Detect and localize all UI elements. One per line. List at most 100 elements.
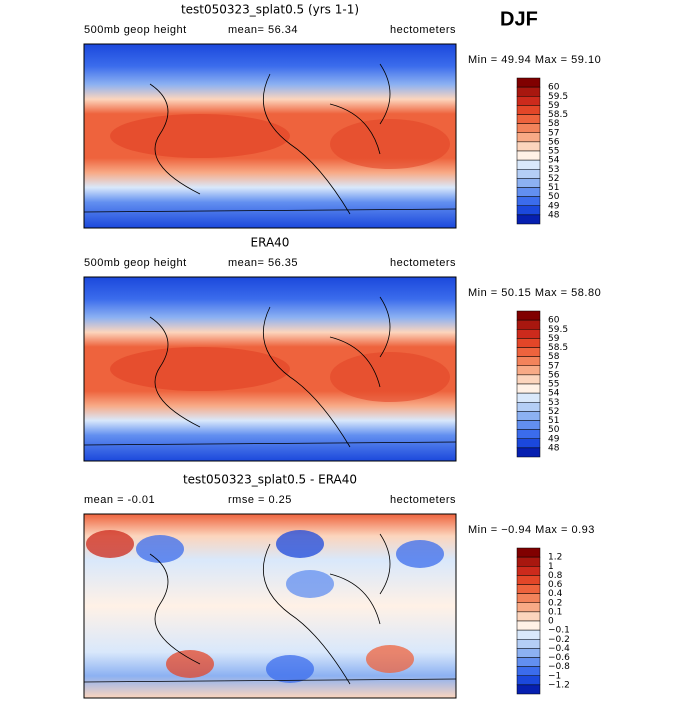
colorbar-label: −0.4 xyxy=(548,644,570,654)
colorbar-box xyxy=(516,566,541,576)
colorbar-box xyxy=(516,159,541,170)
colorbar-box xyxy=(516,114,541,124)
colorbar-label: 58.5 xyxy=(548,343,568,353)
colorbar-label: 0.2 xyxy=(548,598,562,608)
panel-header-right: hectometers xyxy=(390,24,456,36)
colorbar-box xyxy=(516,365,541,376)
colorbar-box xyxy=(516,447,541,458)
panel-header-center: rmse = 0.25 xyxy=(228,494,292,506)
coastline xyxy=(149,296,391,448)
colorbar-box xyxy=(516,310,541,321)
colorbar-box xyxy=(516,169,541,179)
panel-title: ERA40 xyxy=(251,236,290,250)
colorbar-box xyxy=(516,657,541,667)
colorbar-box xyxy=(516,556,541,567)
panel-header-center: mean= 56.35 xyxy=(228,257,298,269)
colorbar-box xyxy=(516,584,541,594)
colorbar-label: 56 xyxy=(548,370,560,380)
colorbar-label: 58 xyxy=(548,119,560,129)
colorbar-label: 49 xyxy=(548,201,560,211)
colorbar-box xyxy=(516,620,541,631)
panel-header-right: hectometers xyxy=(390,494,456,506)
colorbar-box xyxy=(516,666,541,676)
panel-header-left: 500mb geop height xyxy=(84,24,187,36)
colorbar-box xyxy=(516,429,541,439)
colorbar-box xyxy=(516,438,541,449)
colorbar-label: 60 xyxy=(548,316,560,326)
colorbar-label: −0.2 xyxy=(548,635,570,645)
colorbar-label: 48 xyxy=(548,210,560,220)
map-frame xyxy=(83,276,457,462)
colorbar-label: 1.2 xyxy=(548,553,562,563)
colorbar-label: 59 xyxy=(548,101,560,111)
colorbar-box xyxy=(516,214,541,225)
panel-title: test050323_splat0.5 - ERA40 xyxy=(183,473,357,487)
colorbar-box xyxy=(516,150,541,161)
colorbar-label: 51 xyxy=(548,416,559,426)
colorbar-box xyxy=(516,684,541,695)
colorbar-label: −0.6 xyxy=(548,653,570,663)
map-blob xyxy=(396,540,444,568)
map-blob xyxy=(136,535,184,563)
colorbar-label: 60 xyxy=(548,83,560,93)
colorbar-box xyxy=(516,187,541,197)
colorbar-label: −1.2 xyxy=(548,680,570,690)
colorbar-label: 53 xyxy=(548,398,559,408)
map-blob xyxy=(110,114,290,158)
coastline xyxy=(149,63,391,215)
colorbar-label: 1 xyxy=(548,562,554,572)
colorbar-label: 59.5 xyxy=(548,325,568,335)
colorbar-label: 50 xyxy=(548,192,560,202)
colorbar-box xyxy=(516,402,541,412)
colorbar-box xyxy=(516,319,541,330)
panel-header-right: hectometers xyxy=(390,257,456,269)
colorbar-box xyxy=(516,77,541,88)
colorbar-box xyxy=(516,611,541,622)
colorbar-label: −0.8 xyxy=(548,662,570,672)
colorbar-box xyxy=(516,602,541,613)
colorbar-label: 51 xyxy=(548,183,559,193)
colorbar-label: 0.4 xyxy=(548,589,563,599)
map-blob xyxy=(330,119,450,169)
colorbar-box xyxy=(516,675,541,686)
colorbar-label: 0 xyxy=(548,617,554,627)
map-blob xyxy=(110,347,290,391)
colorbar-label: 57 xyxy=(548,128,559,138)
colorbar-box xyxy=(516,648,541,658)
colorbar-label: 52 xyxy=(548,174,559,184)
colorbar-label: 56 xyxy=(548,137,560,147)
colorbar-label: −1 xyxy=(548,671,561,681)
colorbar-label: 53 xyxy=(548,165,559,175)
colorbar-box xyxy=(516,575,541,585)
map-blob xyxy=(330,352,450,402)
colorbar-box xyxy=(516,411,541,421)
season-label: DJF xyxy=(500,8,538,30)
antarctic-coast xyxy=(83,678,457,683)
colorbar-box xyxy=(516,420,541,430)
colorbar-box xyxy=(516,593,541,603)
colorbar-box xyxy=(516,132,541,143)
colorbar-label: 50 xyxy=(548,425,560,435)
min-max: Min = 49.94 Max = 59.10 xyxy=(468,54,601,66)
colorbar-box xyxy=(516,639,541,649)
colorbar-label: 0.8 xyxy=(548,571,563,581)
colorbar-box xyxy=(516,392,541,403)
panel-header-left: 500mb geop height xyxy=(84,257,187,269)
map-blob xyxy=(366,645,414,673)
colorbar-label: 52 xyxy=(548,407,559,417)
colorbar-label: 0.6 xyxy=(548,580,563,590)
colorbar-label: 0.1 xyxy=(548,607,562,617)
colorbar-label: 54 xyxy=(548,156,560,166)
panel-title: test050323_splat0.5 (yrs 1-1) xyxy=(181,3,359,17)
colorbar-box xyxy=(516,123,541,133)
colorbar-label: 54 xyxy=(548,389,560,399)
map-blob xyxy=(86,530,134,558)
map-blob xyxy=(266,655,314,683)
colorbar-box xyxy=(516,347,541,357)
panel-header-left: mean = -0.01 xyxy=(84,494,155,506)
colorbar-label: 57 xyxy=(548,361,559,371)
panel-header-center: mean= 56.34 xyxy=(228,24,298,36)
colorbar-box xyxy=(516,329,541,339)
